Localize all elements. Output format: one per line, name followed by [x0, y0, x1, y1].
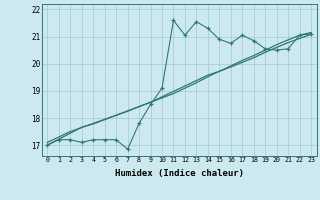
X-axis label: Humidex (Indice chaleur): Humidex (Indice chaleur): [115, 169, 244, 178]
